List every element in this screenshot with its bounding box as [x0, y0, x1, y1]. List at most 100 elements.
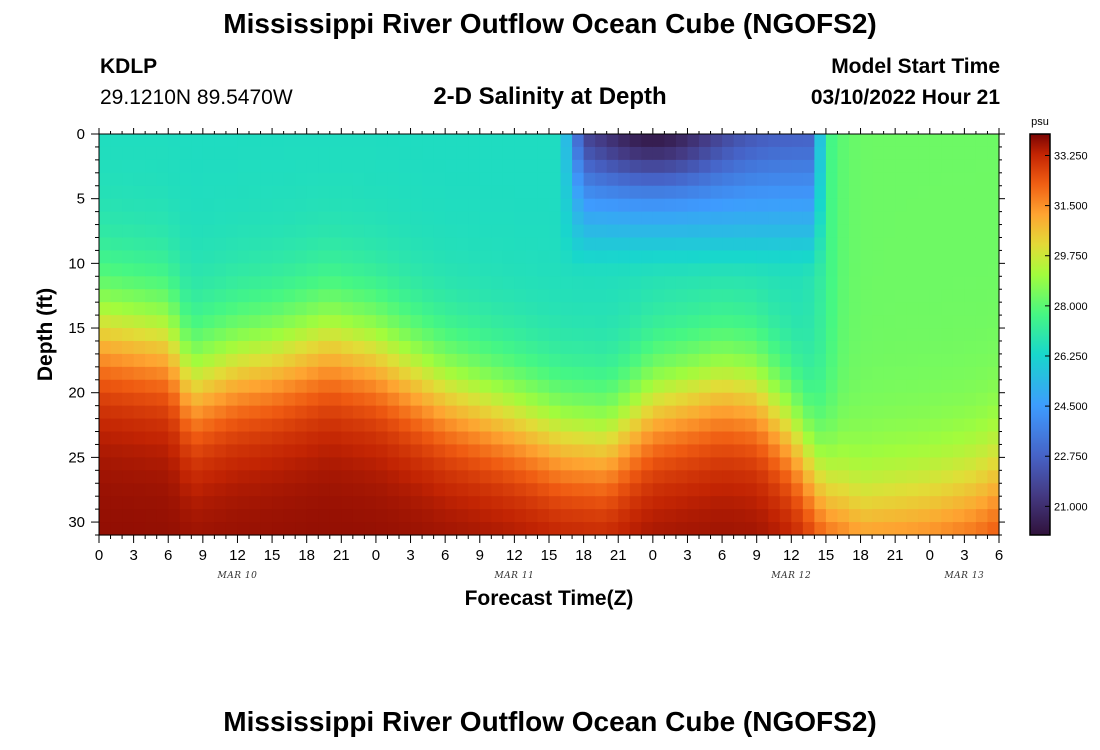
heatmap-cell	[652, 250, 665, 264]
heatmap-cell	[468, 457, 481, 471]
heatmap-cell	[225, 134, 239, 148]
heatmap-cell	[572, 353, 585, 368]
heatmap-cell	[860, 250, 873, 264]
heatmap-cell	[814, 328, 827, 342]
chart-title: Mississippi River Outflow Ocean Cube (NG…	[223, 8, 877, 39]
heatmap-cell	[145, 250, 158, 264]
heatmap-cell	[964, 185, 977, 200]
heatmap-cell	[987, 263, 1000, 277]
heatmap-cell	[179, 457, 192, 471]
heatmap-cell	[329, 185, 342, 200]
heatmap-cell	[468, 315, 481, 329]
heatmap-cell	[549, 457, 562, 471]
heatmap-cell	[387, 276, 400, 290]
heatmap-cell	[283, 470, 296, 484]
heatmap-cell	[468, 366, 481, 381]
heatmap-cell	[756, 276, 769, 290]
heatmap-cell	[214, 263, 227, 277]
heatmap-cell	[156, 496, 169, 510]
heatmap-cell	[168, 496, 181, 510]
heatmap-cell	[675, 250, 689, 264]
heatmap-cell	[202, 263, 215, 277]
heatmap-cell	[514, 237, 527, 252]
heatmap-cell	[964, 224, 977, 239]
heatmap-cell	[318, 509, 331, 523]
heatmap-cell	[502, 444, 515, 458]
heatmap-cell	[825, 353, 839, 368]
heatmap-cell	[722, 263, 735, 277]
heatmap-cell	[687, 353, 700, 368]
heatmap-cell	[583, 405, 596, 420]
heatmap-cell	[618, 431, 631, 446]
heatmap-cell	[387, 405, 400, 420]
heatmap-cell	[906, 172, 919, 187]
heatmap-cell	[410, 276, 423, 290]
heatmap-cell	[456, 509, 469, 523]
heatmap-cell	[479, 263, 492, 277]
heatmap-cell	[110, 250, 123, 264]
heatmap-cell	[191, 392, 204, 407]
heatmap-cell	[179, 237, 192, 252]
heatmap-cell	[606, 379, 619, 394]
heatmap-cell	[929, 263, 942, 277]
heatmap-cell	[214, 509, 227, 523]
heatmap-cell	[975, 444, 989, 458]
heatmap-cell	[445, 392, 458, 407]
heatmap-cell	[975, 211, 989, 226]
heatmap-cell	[733, 185, 746, 200]
heatmap-cell	[387, 470, 400, 484]
heatmap-cell	[952, 328, 965, 342]
heatmap-cell	[641, 198, 654, 213]
heatmap-cell	[456, 315, 469, 329]
heatmap-cell	[237, 418, 250, 433]
heatmap-cell	[122, 289, 135, 303]
heatmap-cell	[549, 172, 562, 187]
heatmap-cell	[641, 470, 654, 484]
heatmap-cell	[745, 509, 758, 523]
heatmap-cell	[249, 185, 262, 200]
heatmap-cell	[249, 379, 262, 394]
heatmap-cell	[918, 315, 931, 329]
heatmap-cell	[872, 340, 885, 355]
heatmap-cell	[595, 289, 608, 303]
heatmap-cell	[895, 198, 908, 213]
heatmap-cell	[814, 159, 827, 174]
heatmap-cell	[618, 522, 631, 536]
heatmap-cell	[941, 340, 954, 355]
heatmap-cell	[560, 185, 573, 200]
heatmap-cell	[618, 172, 631, 187]
heatmap-cell	[387, 159, 400, 174]
heatmap-cell	[675, 444, 689, 458]
heatmap-cell	[710, 444, 723, 458]
heatmap-cell	[618, 366, 631, 381]
heatmap-cell	[629, 340, 642, 355]
heatmap-cell	[99, 483, 112, 497]
heatmap-cell	[156, 522, 169, 536]
heatmap-cell	[375, 237, 389, 252]
heatmap-cell	[779, 289, 792, 303]
heatmap-cell	[629, 315, 642, 329]
heatmap-cell	[918, 289, 931, 303]
heatmap-cell	[583, 392, 596, 407]
heatmap-cell	[479, 366, 492, 381]
heatmap-cell	[479, 340, 492, 355]
heatmap-cell	[156, 392, 169, 407]
colorbar-tick-label: 26.250	[1054, 351, 1088, 363]
heatmap-cell	[595, 353, 608, 368]
heatmap-cell	[595, 172, 608, 187]
heatmap-cell	[295, 379, 308, 394]
heatmap-cell	[399, 289, 412, 303]
heatmap-cell	[860, 340, 873, 355]
heatmap-cell	[641, 134, 654, 148]
heatmap-cell	[225, 315, 239, 329]
heatmap-cell	[364, 366, 377, 381]
heatmap-cell	[860, 263, 873, 277]
heatmap-cell	[341, 263, 354, 277]
heatmap-cell	[768, 470, 781, 484]
heatmap-cell	[560, 405, 573, 420]
heatmap-cell	[733, 431, 746, 446]
heatmap-cell	[191, 172, 204, 187]
heatmap-cell	[929, 276, 942, 290]
heatmap-cell	[583, 509, 596, 523]
x-tick-label: 15	[818, 547, 835, 564]
